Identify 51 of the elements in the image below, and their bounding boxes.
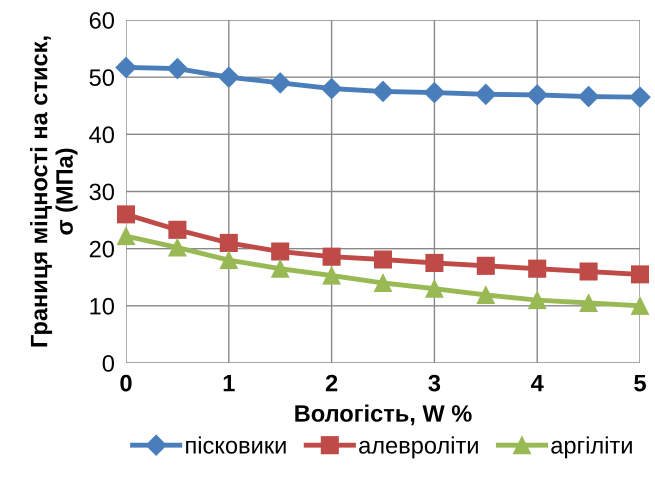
point [168, 238, 186, 257]
point [271, 242, 290, 261]
x-tick-label: 1 [224, 374, 235, 392]
point [526, 84, 548, 106]
point [218, 66, 240, 88]
point [374, 274, 392, 292]
y-tick-label: 50 [90, 69, 114, 86]
point [580, 294, 598, 312]
y-tick-label: 60 [90, 12, 114, 29]
legend-label: аргіліти [551, 436, 632, 458]
y-tick-label: 30 [90, 184, 114, 200]
point [321, 78, 342, 100]
point [425, 254, 444, 272]
y-tick-label: 40 [89, 126, 114, 144]
x-tick-label: 4 [530, 374, 544, 392]
point [374, 250, 392, 269]
point [475, 84, 496, 105]
point [166, 58, 188, 80]
point [528, 260, 546, 278]
point [322, 248, 341, 266]
point [271, 260, 290, 278]
point [424, 82, 445, 104]
point [528, 291, 546, 310]
legend-label: алевроліти [359, 436, 478, 458]
point [270, 72, 291, 94]
point [372, 80, 394, 102]
point [580, 262, 598, 281]
point [220, 251, 238, 270]
y-tick-label: 10 [90, 298, 114, 315]
x-tick-label: 0 [120, 374, 132, 392]
y-tick-label: 0 [102, 355, 114, 372]
point [476, 286, 495, 304]
point [116, 205, 136, 224]
point [116, 227, 136, 246]
point [220, 234, 238, 252]
x-tick-label: 5 [634, 374, 646, 392]
point [476, 256, 495, 275]
point [629, 86, 651, 108]
y-tick-label: 20 [90, 240, 114, 258]
point [630, 296, 650, 315]
point [115, 56, 137, 78]
point [578, 86, 600, 108]
x-axis-title: Вологість, W % [295, 404, 472, 426]
point [322, 266, 341, 285]
legend-label: пісковики [186, 436, 286, 454]
point [168, 220, 186, 239]
y-axis-title: Границя міцності на стиск, σ (МПа) [30, 36, 78, 346]
point [425, 280, 444, 298]
point [630, 265, 650, 284]
x-tick-label: 2 [326, 374, 338, 392]
x-tick-label: 3 [428, 374, 440, 392]
